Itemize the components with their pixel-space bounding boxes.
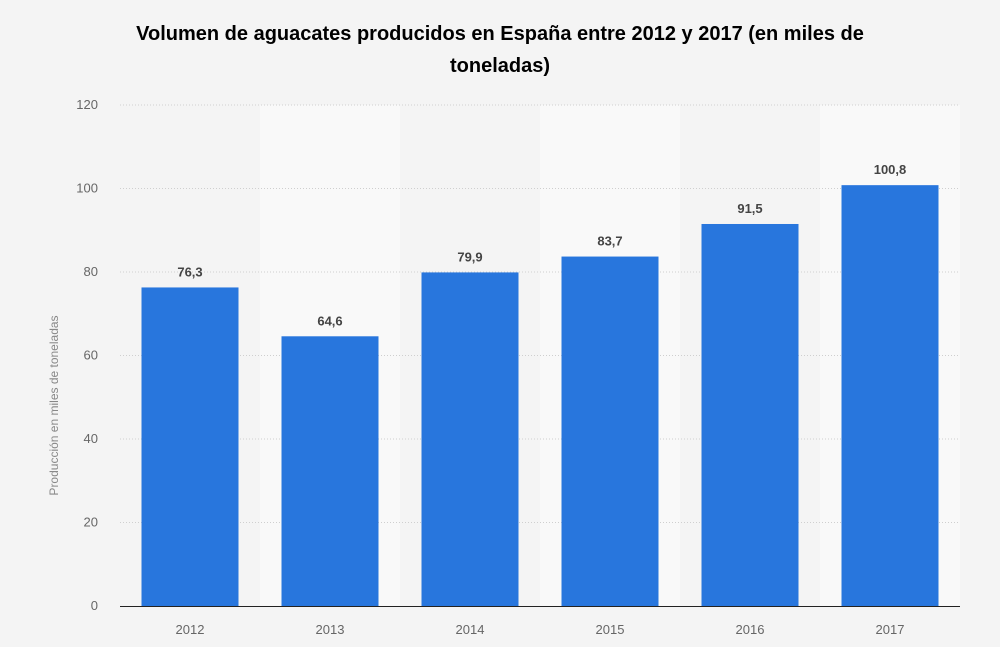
x-tick-label-2016: 2016 xyxy=(736,622,765,637)
y-tick-label: 120 xyxy=(76,97,98,112)
y-tick-label: 100 xyxy=(76,181,98,196)
y-tick-label: 0 xyxy=(91,598,98,613)
x-tick-label-2015: 2015 xyxy=(596,622,625,637)
x-tick-label-2012: 2012 xyxy=(176,622,205,637)
y-tick-label: 20 xyxy=(84,515,98,530)
data-label-2015: 83,7 xyxy=(597,234,622,249)
bar-2016[interactable] xyxy=(701,223,799,607)
bar-2013[interactable] xyxy=(281,336,379,606)
data-label-2013: 64,6 xyxy=(317,313,342,328)
data-label-2017: 100,8 xyxy=(874,162,907,177)
y-tick-label: 60 xyxy=(84,348,98,363)
data-label-2012: 76,3 xyxy=(177,264,202,279)
x-tick-label-2014: 2014 xyxy=(456,622,485,637)
data-label-2016: 91,5 xyxy=(737,201,762,216)
y-axis-title: Producción en miles de toneladas xyxy=(47,315,61,495)
data-label-2014: 79,9 xyxy=(457,249,482,264)
chart-title: Volumen de aguacates producidos en Españ… xyxy=(136,23,864,77)
x-tick-label-2017: 2017 xyxy=(876,622,905,637)
y-tick-label: 80 xyxy=(84,264,98,279)
bar-2015[interactable] xyxy=(561,256,659,606)
y-tick-label: 40 xyxy=(84,431,98,446)
bar-2014[interactable] xyxy=(421,272,519,606)
bar-2017[interactable] xyxy=(841,185,939,606)
bar-2012[interactable] xyxy=(141,287,239,606)
x-tick-label-2013: 2013 xyxy=(316,622,345,637)
